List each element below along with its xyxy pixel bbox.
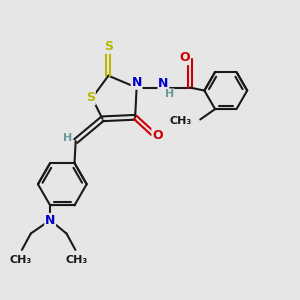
Text: H: H	[165, 89, 174, 99]
Text: S: S	[104, 40, 113, 53]
Text: CH₃: CH₃	[9, 255, 32, 265]
Text: S: S	[86, 92, 95, 104]
Text: N: N	[158, 76, 169, 90]
Text: O: O	[152, 129, 163, 142]
Text: CH₃: CH₃	[66, 255, 88, 265]
Text: N: N	[131, 76, 142, 89]
Text: H: H	[63, 133, 72, 142]
Text: N: N	[45, 214, 55, 226]
Text: CH₃: CH₃	[170, 116, 192, 126]
Text: O: O	[179, 51, 190, 64]
